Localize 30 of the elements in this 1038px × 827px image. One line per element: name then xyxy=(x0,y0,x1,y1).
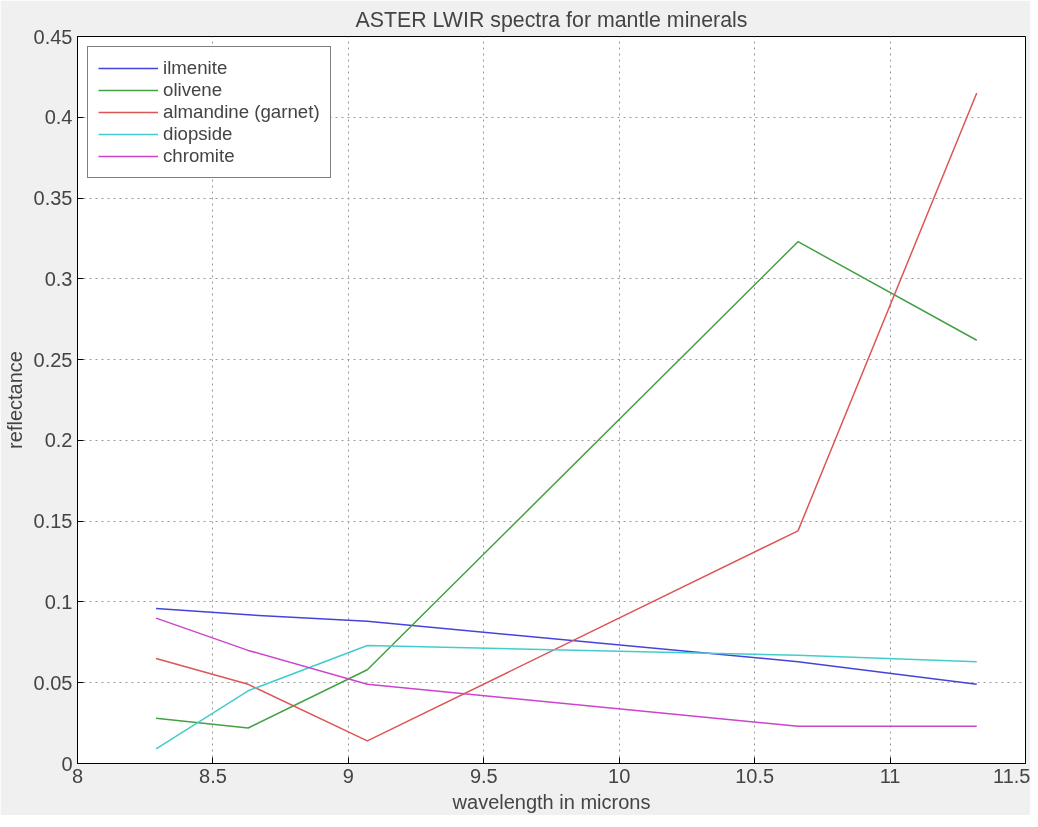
x-tick-label: 9.5 xyxy=(469,764,498,787)
line-series xyxy=(155,644,978,750)
legend-label: ilmenite xyxy=(163,57,228,79)
legend-label: chromite xyxy=(163,145,235,167)
y-tick-label: 0.35 xyxy=(33,187,73,210)
x-tick-label: 11.5 xyxy=(993,764,1031,787)
x-axis-title: wavelength in microns xyxy=(451,790,651,813)
y-tick-label: 0.15 xyxy=(33,510,73,533)
legend-label: olivene xyxy=(163,79,223,101)
x-tick-label: 10.5 xyxy=(735,764,775,787)
legend-label: diopside xyxy=(163,123,233,145)
y-tick-label: 0 xyxy=(61,752,73,775)
x-tick-label: 11 xyxy=(879,764,901,787)
line-series xyxy=(155,617,978,728)
chart-title: ASTER LWIR spectra for mantle minerals xyxy=(355,7,748,32)
x-tick-label: 10 xyxy=(608,764,631,787)
x-tick-label: 8.5 xyxy=(199,764,227,787)
y-tick-label: 0.45 xyxy=(33,25,73,48)
y-tick-label: 0.3 xyxy=(44,267,73,290)
y-tick-label: 0.25 xyxy=(33,348,73,371)
line-series xyxy=(155,240,978,729)
y-tick-label: 0.4 xyxy=(44,106,73,129)
y-tick-label: 0.2 xyxy=(44,429,73,452)
y-tick-label: 0.05 xyxy=(33,671,73,694)
line-series xyxy=(155,607,978,686)
legend-label: almandine (garnet) xyxy=(163,101,320,123)
x-tick-label: 9 xyxy=(342,764,354,787)
y-axis-title: reflectance xyxy=(3,351,26,449)
y-tick-label: 0.1 xyxy=(44,590,73,613)
x-tick-label: 8 xyxy=(71,764,84,787)
